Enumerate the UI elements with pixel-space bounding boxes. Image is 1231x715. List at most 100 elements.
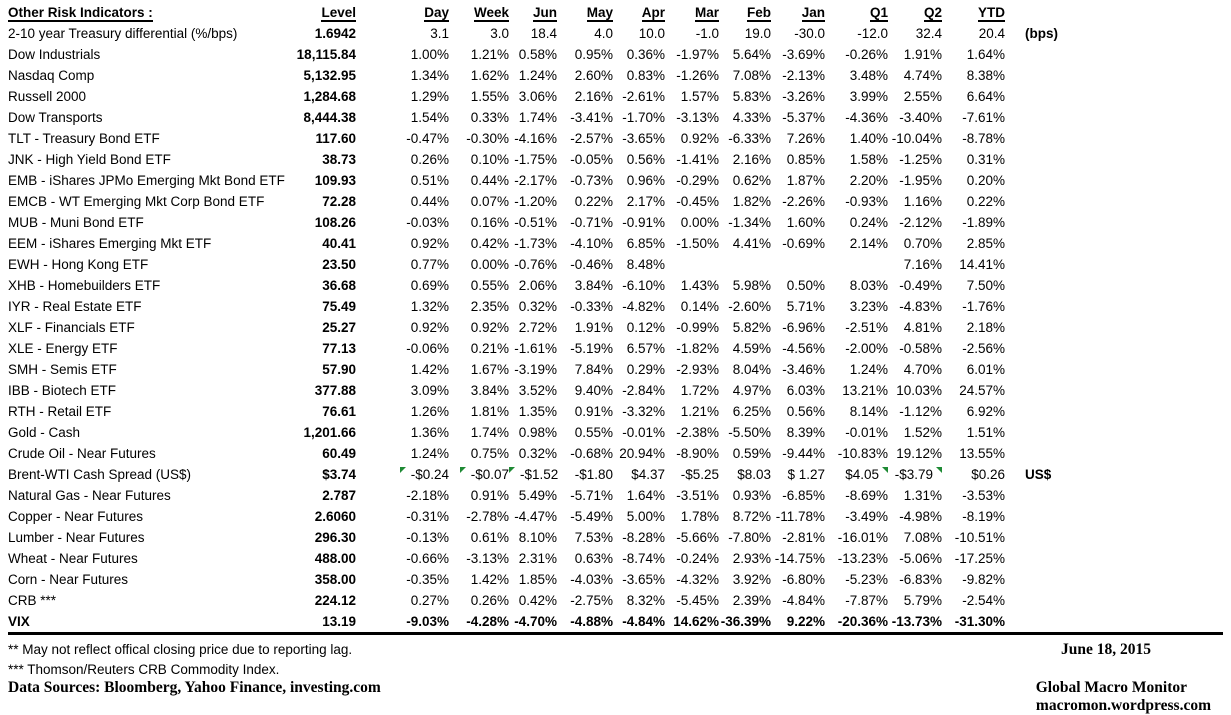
- cell-value: -8.74%: [622, 551, 665, 566]
- cell-jun: 2.31%: [509, 548, 557, 569]
- cell-value: 7.16%: [903, 257, 942, 272]
- cell-value: -4.10%: [570, 236, 613, 251]
- cell-value: 0.56%: [786, 404, 825, 419]
- cell-day: -0.35%: [356, 569, 449, 590]
- table-row: SMH - Semis ETF 57.90 1.42% 1.67% -3.19% 7.84…: [8, 359, 1223, 380]
- cell-day: 1.24%: [356, 443, 449, 464]
- row-label: MUB - Muni Bond ETF: [8, 215, 144, 230]
- cell-jan: $ 1.27: [771, 464, 825, 485]
- row-note: [1005, 527, 1223, 548]
- row-label: Corn - Near Futures: [8, 572, 129, 587]
- cell-may: 4.0: [557, 23, 613, 44]
- cell-apr: -1.70%: [613, 107, 665, 128]
- row-label: EEM - iShares Emerging Mkt ETF: [8, 236, 212, 251]
- row-label: Russell 2000: [8, 89, 87, 104]
- cell-may: -0.46%: [557, 254, 613, 275]
- cell-value: 2.14%: [849, 236, 888, 251]
- cell-q2: -13.73%: [888, 611, 942, 635]
- cell-value: 1.67%: [470, 362, 509, 377]
- cell-value: 75.49: [322, 299, 356, 314]
- cell-value: 108.26: [314, 215, 356, 230]
- cell-value: -3.32%: [622, 404, 665, 419]
- cell-week: 1.67%: [449, 359, 509, 380]
- cell-value: -0.66%: [406, 551, 449, 566]
- cell-day: 0.92%: [356, 317, 449, 338]
- cell-value: -1.0: [695, 26, 719, 41]
- row-label: Dow Transports: [8, 110, 103, 125]
- cell-level: 13.19: [258, 611, 356, 635]
- cell-q1: -13.23%: [825, 548, 888, 569]
- cell-feb: 5.64%: [719, 44, 771, 65]
- cell-value: -17.25%: [954, 551, 1005, 566]
- cell-value: $4.05: [845, 467, 879, 482]
- cell-value: 0.92%: [410, 320, 449, 335]
- cell-q1: 8.03%: [825, 275, 888, 296]
- cell-week: 0.91%: [449, 485, 509, 506]
- cell-q1: 3.99%: [825, 86, 888, 107]
- cell-value: -2.57%: [570, 131, 613, 146]
- cell-may: -4.88%: [557, 611, 613, 635]
- row-note: [1005, 317, 1223, 338]
- cell-level: 1.6942: [258, 23, 356, 44]
- cell-value: 1.55%: [470, 89, 509, 104]
- cell-value: 8.03%: [849, 278, 888, 293]
- cell-apr: 0.36%: [613, 44, 665, 65]
- cell-value: -0.24%: [676, 551, 719, 566]
- cell-q2: -1.12%: [888, 401, 942, 422]
- cell-value: -7.87%: [845, 593, 888, 608]
- cell-value: 8.14%: [849, 404, 888, 419]
- cell-q2: 1.31%: [888, 485, 942, 506]
- cell-feb: 6.25%: [719, 401, 771, 422]
- cell-jan: -4.56%: [771, 338, 825, 359]
- table-row: Russell 2000 1,284.68 1.29% 1.55% 3.06% 2.16%…: [8, 86, 1223, 107]
- row-label: VIX: [8, 611, 258, 635]
- cell-feb: -1.34%: [719, 212, 771, 233]
- cell-value: 7.08%: [903, 530, 942, 545]
- row-label: XLF - Financials ETF: [8, 320, 135, 335]
- cell-jan: -3.26%: [771, 86, 825, 107]
- cell-may: -0.73%: [557, 170, 613, 191]
- cell-value: 0.29%: [626, 362, 665, 377]
- cell-jun: 2.72%: [509, 317, 557, 338]
- cell-value: 1.16%: [903, 194, 942, 209]
- cell-level: 75.49: [258, 296, 356, 317]
- cell-value: 9.40%: [574, 383, 613, 398]
- cell-jan: -6.80%: [771, 569, 825, 590]
- cell-value: 2.93%: [732, 551, 771, 566]
- cell-q2: 19.12%: [888, 443, 942, 464]
- cell-apr: 1.64%: [613, 485, 665, 506]
- cell-value: -5.37%: [782, 110, 825, 125]
- cell-apr: 6.57%: [613, 338, 665, 359]
- cell-may: 0.22%: [557, 191, 613, 212]
- cell-value: 0.31%: [966, 152, 1005, 167]
- cell-week: 2.35%: [449, 296, 509, 317]
- cell-value: -4.82%: [622, 299, 665, 314]
- cell-may: 0.63%: [557, 548, 613, 569]
- risk-indicators-table: Other Risk Indicators : Level Day Week J…: [8, 2, 1223, 635]
- cell-value: 2.06%: [518, 278, 557, 293]
- cell-value: -0.93%: [845, 194, 888, 209]
- cell-value: 1.64%: [626, 488, 665, 503]
- cell-value: 0.98%: [518, 425, 557, 440]
- cell-value: 0.22%: [574, 194, 613, 209]
- cell-value: 3.1: [430, 26, 449, 41]
- cell-value: 0.69%: [410, 278, 449, 293]
- cell-mar: -8.90%: [665, 443, 719, 464]
- table-row: Lumber - Near Futures 296.30 -0.13% 0.61% 8.…: [8, 527, 1223, 548]
- cell-value: -1.75%: [514, 152, 557, 167]
- cell-value: -2.93%: [676, 362, 719, 377]
- cell-jun: 0.42%: [509, 590, 557, 611]
- cell-day: 0.92%: [356, 233, 449, 254]
- cell-value: -4.83%: [899, 299, 942, 314]
- cell-value: 0.36%: [626, 47, 665, 62]
- cell-value: 4.97%: [732, 383, 771, 398]
- cell-value: 57.90: [322, 362, 356, 377]
- cell-value: 6.03%: [786, 383, 825, 398]
- cell-q2: 4.81%: [888, 317, 942, 338]
- cell-jan: -6.96%: [771, 317, 825, 338]
- cell-feb: [719, 254, 771, 275]
- table-row: Copper - Near Futures 2.6060 -0.31% -2.78% -…: [8, 506, 1223, 527]
- cell-jun: 1.24%: [509, 65, 557, 86]
- row-label: Copper - Near Futures: [8, 509, 144, 524]
